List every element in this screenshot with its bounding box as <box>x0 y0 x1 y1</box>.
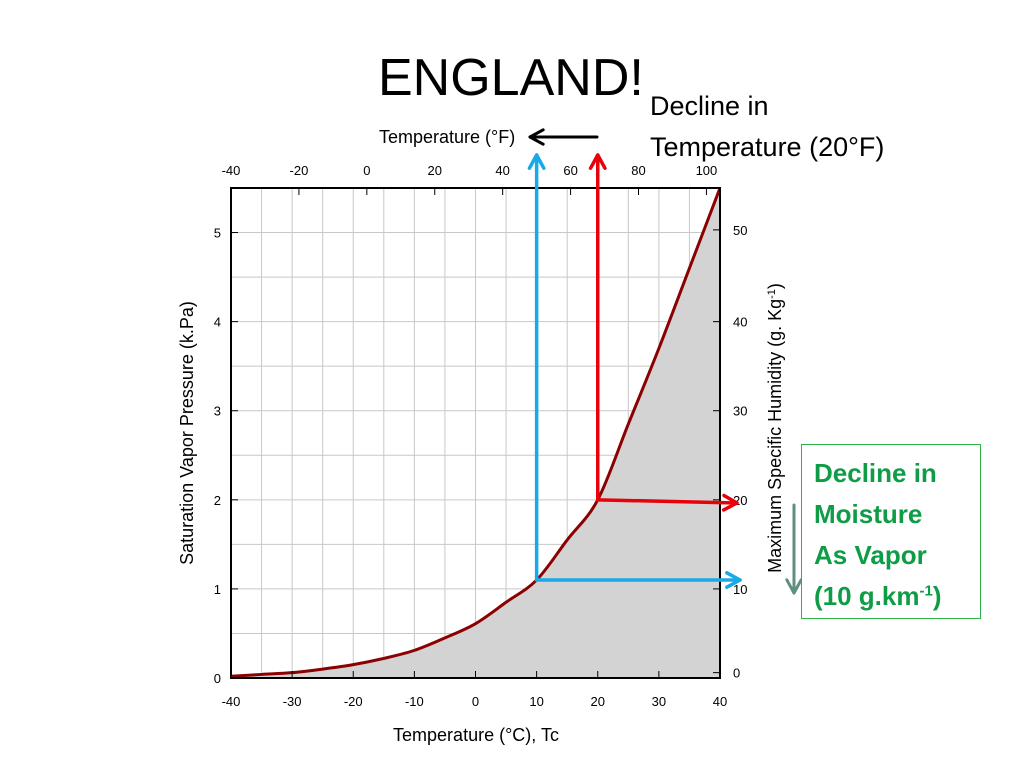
tick-label-top: 80 <box>631 163 645 178</box>
tick-label-right: 0 <box>733 666 740 681</box>
blue-right-arrow-head <box>725 571 742 589</box>
y-axis-title: Saturation Vapor Pressure (k.Pa) <box>177 301 197 565</box>
tick-label-left: 3 <box>214 404 221 419</box>
tick-label-bottom: -10 <box>405 694 424 709</box>
tick-label-left: 5 <box>214 226 221 241</box>
moisture-down-arrow-head <box>785 578 803 595</box>
tick-label-top: 20 <box>428 163 442 178</box>
tick-label-bottom: 30 <box>652 694 666 709</box>
moisture-down-arrow <box>785 503 803 595</box>
moist-line2: Moisture <box>814 499 923 529</box>
tick-label-top: 40 <box>495 163 509 178</box>
tick-label-top: 0 <box>363 163 370 178</box>
red-right-arrow-shaft <box>596 498 739 505</box>
black-left-arrow-head <box>528 128 545 146</box>
temp-note-line1: Decline in <box>650 91 769 121</box>
blue-up-arrow-head <box>527 153 546 170</box>
tick-label-bottom: 40 <box>713 694 727 709</box>
tick-label-bottom: -30 <box>283 694 302 709</box>
tick-label-top: 100 <box>696 163 718 178</box>
tick-label-right: 10 <box>733 582 747 597</box>
tick-label-right: 40 <box>733 315 747 330</box>
tick-label-top: 60 <box>563 163 577 178</box>
temperature-decline-note: Decline in Temperature (20°F) <box>650 86 884 168</box>
moisture-decline-box: Decline in Moisture As Vapor (10 g.km-1) <box>801 444 981 619</box>
left-tick-labels: 0 1 2 3 4 5 <box>214 226 221 686</box>
red-right-arrow-head <box>721 493 739 512</box>
shaded-area <box>231 188 720 678</box>
tick-label-left: 0 <box>214 671 221 686</box>
saturation-curve <box>231 188 720 678</box>
tick-label-right: 30 <box>733 404 747 419</box>
arrows <box>527 128 803 595</box>
moist-line1: Decline in <box>814 458 937 488</box>
tick-label-top: -20 <box>290 163 309 178</box>
tick-label-bottom: -40 <box>222 694 241 709</box>
temp-note-line2: Temperature (20°F) <box>650 132 885 162</box>
tick-marks <box>230 188 721 679</box>
tick-label-bottom: 10 <box>529 694 543 709</box>
x-axis-title: Temperature (°C), Tc <box>393 725 559 745</box>
blue-right-arrow <box>534 571 742 589</box>
blue-up-arrow <box>527 153 546 582</box>
tick-label-left: 1 <box>214 582 221 597</box>
red-up-arrow-head <box>588 153 607 170</box>
tick-label-bottom: 0 <box>472 694 479 709</box>
red-up-arrow <box>588 153 607 502</box>
moist-line3: As Vapor <box>814 540 927 570</box>
bottom-tick-labels: -40 -30 -20 -10 0 10 20 30 40 <box>222 694 728 709</box>
tick-label-right: 50 <box>733 223 747 238</box>
tick-label-bottom: -20 <box>344 694 363 709</box>
black-left-arrow <box>528 128 599 146</box>
tick-label-bottom: 20 <box>591 694 605 709</box>
right-axis-title: Maximum Specific Humidity (g. Kg-1) <box>765 283 785 573</box>
top-axis-title: Temperature (°F) <box>379 127 515 147</box>
tick-label-top: -40 <box>222 163 241 178</box>
tick-label-left: 4 <box>214 315 221 330</box>
moisture-decline-note: Decline in Moisture As Vapor (10 g.km-1) <box>814 453 942 617</box>
top-tick-labels: -40 -20 0 20 40 60 80 100 <box>222 163 718 178</box>
slide-title: ENGLAND! <box>378 49 644 107</box>
tick-label-left: 2 <box>214 493 221 508</box>
moist-line4: (10 g.km-1) <box>814 581 942 611</box>
red-right-arrow <box>596 493 739 512</box>
